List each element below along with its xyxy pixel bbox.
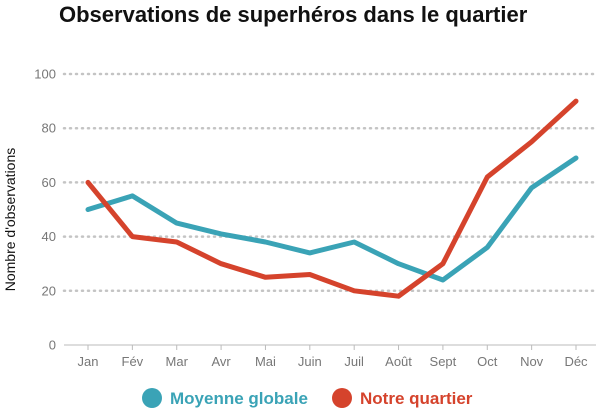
legend-marker-1 xyxy=(142,388,162,408)
x-tick-label: Sept xyxy=(430,354,457,369)
y-tick-label: 60 xyxy=(42,175,56,190)
series-1-point xyxy=(397,263,400,265)
series-2-point xyxy=(575,100,577,102)
x-tick-label: Mai xyxy=(255,354,276,369)
legend-label-2: Notre quartier xyxy=(360,389,473,408)
x-tick-label: Jan xyxy=(78,354,99,369)
series-2-point xyxy=(353,290,355,292)
legend: Moyenne globale Notre quartier xyxy=(142,388,473,408)
x-tick-label: Août xyxy=(385,354,412,369)
series-1-point xyxy=(486,246,488,249)
x-tick-label: Déc xyxy=(564,354,588,369)
series-1-point xyxy=(531,187,533,189)
series-2-point xyxy=(131,236,133,238)
series-1-point xyxy=(309,252,311,254)
x-tick-label: Nov xyxy=(520,354,544,369)
series-2-point xyxy=(397,295,400,297)
legend-marker-2 xyxy=(332,388,352,408)
series-1-point xyxy=(131,195,133,197)
series-2-point xyxy=(220,263,222,265)
legend-label-1: Moyenne globale xyxy=(170,389,308,408)
y-tick-label: 80 xyxy=(42,121,56,136)
y-tick-label: 40 xyxy=(42,229,56,244)
axes: 0 20 40 60 80 100 Jan Fév Mar Avr Mai Juin Juil Août S… xyxy=(34,67,596,369)
x-tick-label: Juil xyxy=(344,354,364,369)
series-2-point xyxy=(176,241,178,243)
x-tick-label: Oct xyxy=(477,354,498,369)
series-2-point xyxy=(531,141,533,143)
series-1-point xyxy=(176,222,178,224)
series-line-1 xyxy=(85,155,579,283)
y-axis-title: Nombre d'observations xyxy=(2,148,18,292)
y-tick-label: 100 xyxy=(34,67,56,82)
series-2-point xyxy=(309,273,311,276)
y-tick-label: 0 xyxy=(49,338,56,353)
chart-title: Observations de superhéros dans le quart… xyxy=(59,2,528,27)
series-1-point xyxy=(442,279,444,281)
series-2-point xyxy=(87,181,89,183)
series-line-2 xyxy=(85,98,579,299)
x-tick-label: Juin xyxy=(298,354,322,369)
x-tick-label: Fév xyxy=(122,354,144,369)
series-lines xyxy=(85,98,579,299)
series-1-point xyxy=(353,241,355,243)
series-1-point xyxy=(575,157,577,159)
x-tick-label: Mar xyxy=(166,354,189,369)
x-tick-label: Avr xyxy=(211,354,231,369)
series-2-point xyxy=(264,276,267,278)
series-1-point xyxy=(220,233,222,235)
y-tick-label: 20 xyxy=(42,283,56,298)
series-2-point xyxy=(486,176,488,178)
series-1-point xyxy=(87,208,89,211)
series-2-point xyxy=(442,263,444,265)
grid-lines xyxy=(62,72,598,293)
series-1-point xyxy=(264,241,267,243)
